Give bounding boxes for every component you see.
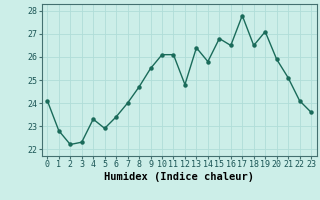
- X-axis label: Humidex (Indice chaleur): Humidex (Indice chaleur): [104, 172, 254, 182]
